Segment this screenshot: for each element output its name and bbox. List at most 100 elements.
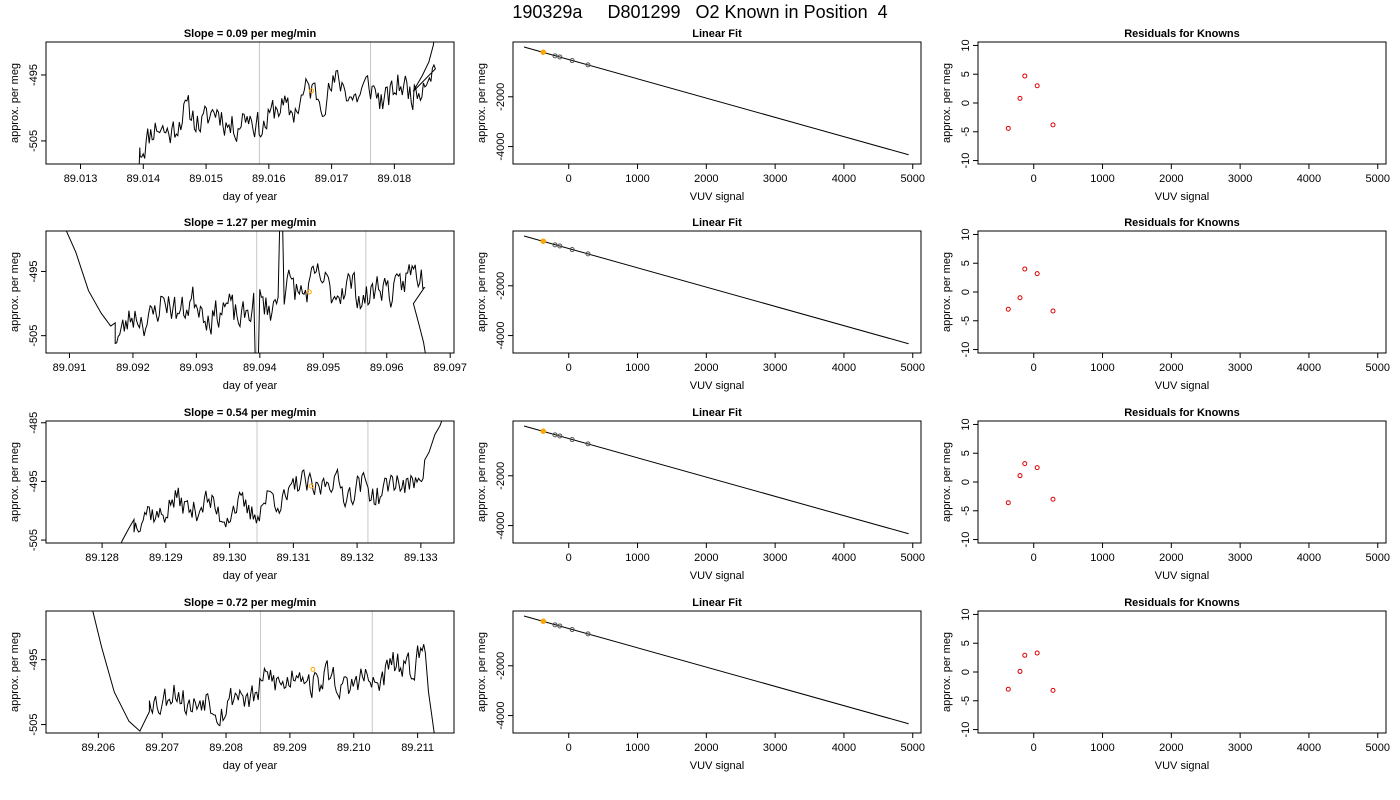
plot-area xyxy=(1005,461,1056,506)
x-tick-label: 1000 xyxy=(1090,742,1114,754)
x-tick-label: 4000 xyxy=(1297,742,1321,754)
plot-frame xyxy=(977,41,1387,165)
time-series-line xyxy=(65,231,426,353)
x-tick-label: 1000 xyxy=(1090,362,1114,374)
plot-area xyxy=(65,231,426,353)
data-point xyxy=(557,243,563,249)
panel-title: Slope = 0.09 per meg/min xyxy=(184,28,317,40)
x-tick-label: 89.014 xyxy=(126,173,160,185)
highlighted-point xyxy=(540,428,546,434)
x-tick-label: 89.096 xyxy=(370,362,404,374)
known-marker-point xyxy=(306,289,312,295)
y-tick-label: -5 xyxy=(960,127,972,137)
y-tick-label: 5 xyxy=(960,71,972,77)
x-tick-label: 89.132 xyxy=(340,552,374,564)
panel-title: Residuals for Knowns xyxy=(1124,217,1240,229)
x-tick-label: 5000 xyxy=(1366,552,1390,564)
plot-area xyxy=(138,42,436,164)
data-point xyxy=(552,242,558,248)
x-tick-label: 3000 xyxy=(763,742,787,754)
plot-frame xyxy=(977,610,1387,734)
time-series-panel-3: Slope = 0.72 per meg/min 89.206 89.207 89.2… xyxy=(9,597,455,772)
y-tick-label: 0 xyxy=(960,289,972,295)
data-point xyxy=(569,247,575,253)
y-tick-label: -2000 xyxy=(495,652,507,680)
x-axis-label: day of year xyxy=(223,760,278,772)
residual-point xyxy=(1034,465,1040,471)
residual-point xyxy=(1022,266,1028,272)
residual-point xyxy=(1034,83,1040,89)
residual-point xyxy=(1050,308,1056,314)
x-tick-label: 1000 xyxy=(625,742,649,754)
x-axis-label: VUV signal xyxy=(1155,191,1209,203)
data-point xyxy=(557,433,563,439)
residual-point xyxy=(1050,496,1056,502)
residual-point xyxy=(1050,687,1056,693)
x-tick-label: 1000 xyxy=(625,362,649,374)
x-tick-label: 89.128 xyxy=(85,552,119,564)
x-tick-label: 5000 xyxy=(901,362,925,374)
x-tick-label: 4000 xyxy=(832,362,856,374)
x-tick-label: 1000 xyxy=(625,552,649,564)
residual-point xyxy=(1005,125,1011,131)
x-tick-label: 89.091 xyxy=(53,362,87,374)
plot-frame xyxy=(512,230,922,354)
x-tick-label: 89.207 xyxy=(145,742,179,754)
linear-fit-panel-2: Linear Fit 0 1000 2000 3000 4000 5000 -4000 -200… xyxy=(476,407,925,582)
y-axis-label: approx. per meg xyxy=(9,632,21,712)
y-axis-label: approx. per meg xyxy=(476,442,488,522)
x-tick-label: 3000 xyxy=(763,173,787,185)
x-tick-label: 89.129 xyxy=(149,552,183,564)
x-tick-label: 89.208 xyxy=(209,742,243,754)
y-tick-label: -505 xyxy=(28,130,40,152)
linear-fit-panel-1: Linear Fit 0 1000 2000 3000 4000 5000 -4000 -200… xyxy=(476,217,925,392)
x-tick-label: 89.131 xyxy=(277,552,311,564)
x-axis-label: VUV signal xyxy=(690,380,744,392)
fit-line xyxy=(523,235,909,345)
x-tick-label: 89.093 xyxy=(180,362,214,374)
highlighted-point xyxy=(540,49,546,55)
x-tick-label: 89.095 xyxy=(306,362,340,374)
x-tick-label: 5000 xyxy=(1366,362,1390,374)
x-tick-label: 3000 xyxy=(1228,173,1252,185)
panel-title: Linear Fit xyxy=(692,597,742,609)
x-tick-label: 2000 xyxy=(1159,173,1183,185)
panel-title: Linear Fit xyxy=(692,217,742,229)
panel-title: Linear Fit xyxy=(692,407,742,419)
time-series-line xyxy=(138,42,436,164)
x-tick-label: 0 xyxy=(566,362,572,374)
residual-point xyxy=(1017,95,1023,101)
x-axis-label: VUV signal xyxy=(1155,570,1209,582)
known-marker-point xyxy=(310,666,316,672)
data-point xyxy=(585,62,591,68)
y-tick-label: -4000 xyxy=(495,133,507,161)
y-tick-label: -505 xyxy=(28,714,40,736)
data-point xyxy=(585,631,591,637)
data-point xyxy=(552,53,558,59)
y-tick-label: -5 xyxy=(960,696,972,706)
x-tick-label: 4000 xyxy=(1297,173,1321,185)
y-axis-label: approx. per meg xyxy=(476,632,488,712)
x-tick-label: 89.211 xyxy=(401,742,434,754)
time-series-panel-1: Slope = 1.27 per meg/min 89.091 89.092 89.0… xyxy=(9,217,467,392)
panel-title: Residuals for Knowns xyxy=(1124,407,1240,419)
x-tick-label: 1000 xyxy=(1090,173,1114,185)
plot-frame xyxy=(977,230,1387,354)
residual-point xyxy=(1022,461,1028,467)
x-axis-label: VUV signal xyxy=(690,760,744,772)
fit-line xyxy=(523,615,909,725)
x-axis-label: day of year xyxy=(223,570,278,582)
linear-fit-panel-3: Linear Fit 0 1000 2000 3000 4000 5000 -4000 -200… xyxy=(476,597,925,772)
data-point xyxy=(569,627,575,633)
y-axis-label: approx. per meg xyxy=(941,252,953,332)
y-axis-label: approx. per meg xyxy=(9,63,21,143)
y-tick-label: 5 xyxy=(960,450,972,456)
y-axis-label: approx. per meg xyxy=(941,442,953,522)
y-axis-label: approx. per meg xyxy=(9,442,21,522)
data-point xyxy=(585,251,591,257)
y-tick-label: -505 xyxy=(28,529,40,551)
residual-point xyxy=(1034,650,1040,656)
fit-line xyxy=(523,46,909,156)
x-tick-label: 89.097 xyxy=(433,362,467,374)
x-tick-label: 4000 xyxy=(832,552,856,564)
